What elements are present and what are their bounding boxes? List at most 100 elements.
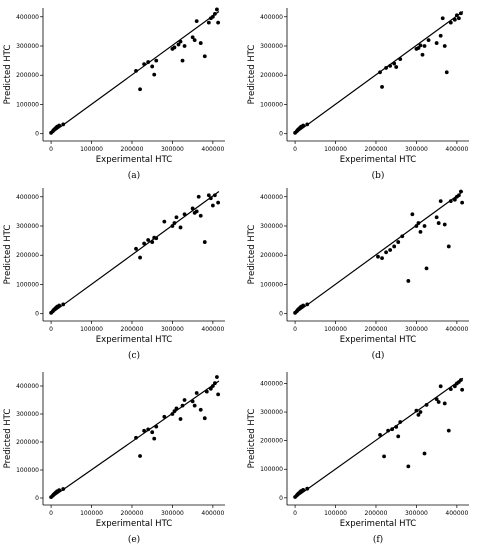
y-axis-title: Predicted HTC (3, 225, 13, 285)
x-tick-label: 200000 (121, 510, 144, 517)
y-tick-label: 400000 (260, 380, 283, 387)
data-point (175, 215, 179, 219)
data-point (207, 21, 211, 25)
y-tick-label: 400000 (260, 194, 283, 201)
data-point (378, 70, 382, 74)
data-point (423, 224, 427, 228)
x-tick-label: 100000 (80, 146, 103, 153)
x-tick-label: 300000 (405, 146, 428, 153)
data-point (183, 398, 187, 402)
data-point (195, 209, 199, 213)
x-tick-label: 0 (49, 326, 53, 333)
y-tick-label: 100000 (16, 467, 39, 474)
data-point (406, 279, 410, 283)
data-point (213, 381, 217, 385)
data-point (394, 425, 398, 429)
fit-line (51, 12, 219, 134)
data-point (384, 250, 388, 254)
data-point (301, 304, 305, 308)
data-point (441, 16, 445, 20)
data-point (305, 122, 309, 126)
x-tick-label: 300000 (405, 510, 428, 517)
panel-label: (c) (128, 350, 140, 361)
data-point (215, 375, 219, 379)
x-tick-label: 200000 (365, 326, 388, 333)
x-axis-title: Experimental HTC (96, 335, 172, 345)
x-tick-label: 400000 (201, 326, 224, 333)
data-point (459, 11, 463, 15)
data-point (134, 69, 138, 73)
x-tick-label: 400000 (445, 146, 468, 153)
data-point (384, 66, 388, 70)
data-point (439, 384, 443, 388)
data-point (154, 425, 158, 429)
data-point (443, 223, 447, 227)
y-tick-label: 200000 (260, 438, 283, 445)
data-point (138, 87, 142, 91)
x-axis-title: Experimental HTC (340, 155, 416, 165)
y-axis-title: Predicted HTC (3, 409, 13, 469)
fit-line (295, 378, 463, 498)
data-point (396, 240, 400, 244)
data-point (445, 70, 449, 74)
y-tick-label: 100000 (260, 101, 283, 108)
data-point (443, 402, 447, 406)
data-point (134, 436, 138, 440)
x-tick-label: 0 (293, 510, 297, 517)
data-point (152, 73, 156, 77)
data-point (398, 420, 402, 424)
data-point (162, 220, 166, 224)
data-point (427, 38, 431, 42)
y-tick-label: 100000 (16, 101, 39, 108)
y-tick-label: 100000 (16, 281, 39, 288)
data-point (398, 57, 402, 61)
data-point (154, 236, 158, 240)
data-point (301, 488, 305, 492)
data-point (211, 204, 215, 208)
y-axis-title: Predicted HTC (3, 45, 13, 105)
data-point (215, 8, 219, 12)
data-point (203, 54, 207, 58)
data-point (419, 230, 423, 234)
y-tick-label: 200000 (16, 72, 39, 79)
x-tick-label: 400000 (445, 326, 468, 333)
data-point (150, 65, 154, 69)
data-point (199, 408, 203, 412)
x-tick-label: 200000 (365, 146, 388, 153)
data-point (57, 304, 61, 308)
data-point (419, 410, 423, 414)
x-tick-label: 0 (293, 146, 297, 153)
y-tick-label: 200000 (16, 252, 39, 259)
data-point (205, 390, 209, 394)
data-point (154, 59, 158, 63)
data-point (425, 403, 429, 407)
y-axis-title: Predicted HTC (247, 409, 257, 469)
panel-label: (a) (128, 170, 140, 181)
y-axis-title: Predicted HTC (247, 45, 257, 105)
data-point (380, 256, 384, 260)
data-point (417, 221, 421, 225)
data-point (181, 59, 185, 63)
data-point (183, 44, 187, 48)
data-point (447, 245, 451, 249)
data-point (382, 454, 386, 458)
x-tick-label: 0 (49, 510, 53, 517)
data-point (199, 214, 203, 218)
data-point (179, 40, 183, 44)
chart-panel: 0 100000 200000 300000 400000 0 100000 200000 30… (247, 188, 469, 361)
y-tick-label: 300000 (16, 411, 39, 418)
x-tick-label: 100000 (80, 510, 103, 517)
data-point (197, 195, 201, 199)
data-point (392, 245, 396, 249)
x-tick-label: 0 (49, 146, 53, 153)
data-point (181, 404, 185, 408)
data-point (390, 427, 394, 431)
data-point (396, 434, 400, 438)
y-tick-label: 0 (35, 495, 39, 502)
data-point (209, 196, 213, 200)
panel-label: (e) (128, 534, 140, 545)
y-tick-label: 300000 (16, 43, 39, 50)
x-tick-label: 300000 (405, 326, 428, 333)
data-point (437, 400, 441, 404)
y-tick-label: 0 (35, 311, 39, 318)
